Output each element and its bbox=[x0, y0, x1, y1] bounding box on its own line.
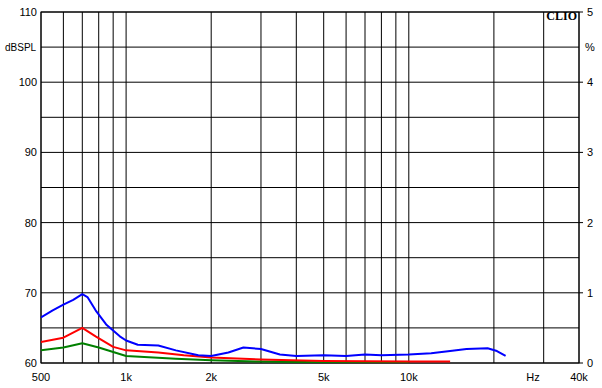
y-grid-line bbox=[41, 327, 579, 328]
y2-tick bbox=[579, 12, 583, 13]
y-grid-line bbox=[41, 257, 579, 258]
y2-tick bbox=[579, 152, 583, 153]
x-tick-label: 40k bbox=[570, 371, 588, 383]
y2-tick-label: 1 bbox=[587, 287, 593, 299]
y-tick-label: 100 bbox=[19, 76, 37, 88]
y-tick-label: 110 bbox=[19, 6, 37, 18]
series-group bbox=[41, 294, 506, 362]
chart: 500 1k 2k 5k 10k 40k 60 70 80 90 100 110 0 1 2 3 4 5 dBSPL… bbox=[0, 0, 602, 388]
x-tick-label: 5k bbox=[318, 371, 330, 383]
y-grid-line bbox=[41, 47, 579, 48]
y-tick-label: 90 bbox=[25, 146, 37, 158]
y2-tick bbox=[579, 363, 583, 364]
y-grid-line bbox=[41, 152, 579, 153]
y2-tick-label: 5 bbox=[587, 6, 593, 18]
y2-axis-label: % bbox=[585, 41, 595, 53]
x-tick-label: 1k bbox=[120, 371, 132, 383]
x-grid-line bbox=[211, 12, 212, 363]
x-grid-line bbox=[126, 12, 127, 363]
x-tick-label: 500 bbox=[32, 371, 50, 383]
y-grid-line bbox=[41, 222, 579, 223]
series-line bbox=[41, 294, 506, 356]
x-axis-label: Hz bbox=[526, 371, 539, 383]
plot-frame bbox=[41, 12, 579, 363]
y2-tick bbox=[579, 292, 583, 293]
x-grid-line bbox=[323, 12, 324, 363]
y-axis-label: dBSPL bbox=[5, 42, 37, 53]
background bbox=[0, 0, 602, 388]
y-grid-line bbox=[41, 117, 579, 118]
x-tick-label: 2k bbox=[205, 371, 217, 383]
title: CLIO bbox=[546, 9, 577, 23]
x-tick-label: 10k bbox=[400, 371, 418, 383]
series-line bbox=[41, 328, 450, 362]
x-grid-line bbox=[408, 12, 409, 363]
y-tick-label: 60 bbox=[25, 357, 37, 369]
y2-tick-label: 0 bbox=[587, 357, 593, 369]
y-grid-line bbox=[41, 187, 579, 188]
y2-tick-label: 2 bbox=[587, 217, 593, 229]
y-tick-label: 70 bbox=[25, 287, 37, 299]
y-grid-line bbox=[41, 292, 579, 293]
y2-tick bbox=[579, 82, 583, 83]
y2-tick-label: 4 bbox=[587, 76, 593, 88]
y-tick-label: 80 bbox=[25, 217, 37, 229]
grid bbox=[41, 12, 579, 363]
y2-tick bbox=[579, 222, 583, 223]
y-grid-line bbox=[41, 82, 579, 83]
y2-tick-label: 3 bbox=[587, 146, 593, 158]
